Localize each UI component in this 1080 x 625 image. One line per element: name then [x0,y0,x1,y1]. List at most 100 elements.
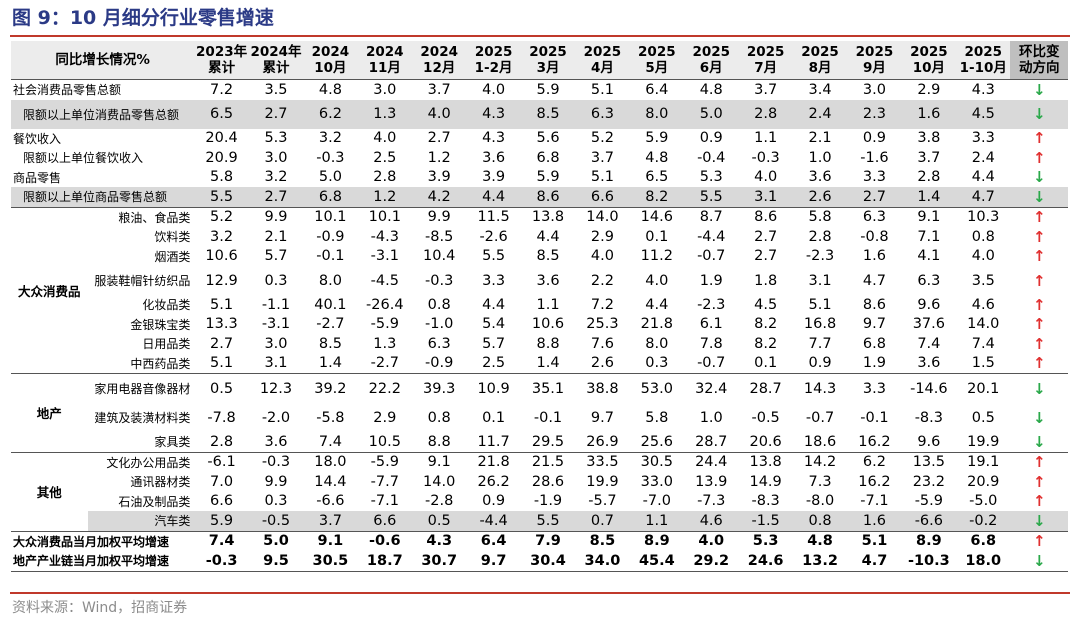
header-label: 同比增长情况% [11,41,195,80]
table-cell: 1.1 [629,511,685,531]
trend-down-icon: ↓ [1032,168,1046,187]
bottom-rule [10,592,1070,594]
table-cell: 20.9 [967,473,1000,490]
table-cell: 6.3 [575,99,630,129]
table-cell: -8.3 [914,409,943,426]
table-cell: 1.0 [808,149,832,166]
table-cell: 2.4 [792,99,848,129]
table-cell: 14.9 [749,473,782,490]
table-cell: 4.8 [318,81,342,98]
table-cell: 4.3 [971,81,995,98]
table-cell: 5.0 [318,169,342,186]
retail-growth-table: 同比增长情况% 2023年 累计 2024年 累计 2024 10月 2024 11月 … [11,41,1068,572]
table-cell: 6.3 [847,206,902,227]
table-cell: 4.4 [645,296,669,313]
table-cell: 4.3 [412,530,467,551]
table-cell: 3.8 [917,130,941,147]
table-cell: 3.5 [264,81,288,98]
table-row: 烟酒类 10.6 5.7 -0.1 -3.1 10.4 5.5 8.5 4.0 11.2 -0.7 2… [11,247,1068,267]
table-row: 化妆品类 5.1 -1.1 40.1 -26.4 0.8 4.4 1.1 7.2 4.4 -2.3 4… [11,295,1068,315]
table-cell: 6.8 [862,335,886,352]
table-cell: 4.7 [847,551,902,572]
header-cell: 2025 9月 [847,41,902,80]
table-cell: 7.3 [808,473,832,490]
table-row: 服装鞋帽针纺织品 12.9 0.3 8.0 -4.5 -0.3 3.3 3.6 2.2 4.0 1.… [11,266,1068,295]
table-cell: 6.4 [466,530,521,551]
table-cell: -5.0 [969,493,998,510]
table-cell: 8.6 [862,296,886,313]
table-cell: -6.6 [316,493,345,510]
table-cell: 3.3 [847,373,902,403]
table-cell: 0.3 [645,355,669,372]
table-cell: 0.5 [194,373,249,403]
table-cell: 18.6 [803,433,837,450]
table-cell: 8.7 [684,206,739,227]
table-cell: 1.5 [971,355,995,372]
table-row: 石油及制品类 6.6 0.3 -6.6 -7.1 -2.8 0.9 -1.9 -5.7 -7.0 -… [11,492,1068,512]
table-cell: 2.6 [792,187,848,207]
table-cell: 3.0 [264,149,288,166]
table-cell: 5.1 [210,355,234,372]
table-cell: 9.1 [901,206,957,227]
table-cell: -0.5 [248,511,304,531]
table-cell: -1.0 [425,316,454,333]
table-cell: 0.1 [482,409,506,426]
table-cell: 12.9 [205,272,238,289]
table-cell: 5.1 [808,296,832,313]
trend-up-icon: ↑ [1032,472,1046,491]
table-row: 通讯器材类 7.0 9.9 14.4 -7.7 14.0 26.2 28.6 19.9 33.0 1… [11,472,1068,492]
table-cell: 18.0 [303,451,358,472]
table-cell: 2.2 [590,272,614,289]
table-cell: 0.3 [264,272,288,289]
table-cell: 4.8 [645,149,669,166]
table-cell: 6.3 [427,335,451,352]
table-cell: 3.0 [264,335,288,352]
table-cell: 9.6 [917,433,941,450]
table-cell: 9.5 [248,551,304,572]
header-cell: 2024年 累计 [248,41,304,80]
table-cell: 4.8 [699,81,723,98]
table-cell: 25.3 [586,316,619,333]
table-header: 同比增长情况% 2023年 累计 2024年 累计 2024 10月 2024 11月 … [11,41,1068,80]
table-cell: -0.1 [860,409,889,426]
table-cell: 14.0 [967,316,1000,333]
table-cell: 6.5 [194,99,249,129]
table-cell: 9.1 [303,530,358,551]
table-cell: 3.6 [264,433,288,450]
table-cell: 8.0 [629,99,685,129]
group-label: 其他 [11,451,88,531]
table-cell: 9.7 [466,551,521,572]
header-cell: 2025 7月 [738,41,793,80]
table-cell: 40.1 [314,296,347,313]
table-cell: 0.1 [645,228,669,245]
table-cell: 10.1 [357,206,412,227]
table-cell: 2.9 [917,81,941,98]
table-cell: -14.6 [901,373,957,403]
table-cell: 4.0 [482,81,506,98]
row-label: 服装鞋帽针纺织品 [94,274,191,288]
table-cell: 8.8 [536,335,560,352]
table-cell: 7.1 [917,228,941,245]
table-cell: 10.9 [466,373,521,403]
table-cell: 3.4 [808,81,832,98]
table-cell: 1.4 [318,355,342,372]
table-cell: -2.3 [805,248,835,265]
trend-up-icon: ↑ [1032,148,1046,167]
table-cell: 2.9 [590,228,614,245]
trend-down-icon: ↓ [1010,373,1068,403]
table-cell: 3.1 [264,355,288,372]
table-cell: 2.4 [971,149,995,166]
table-row: 汽车类 5.9 -0.5 3.7 6.6 0.5 -4.4 5.5 0.7 1.1 4.6 -1.5 0… [11,511,1068,531]
table-cell: 20.9 [205,149,238,166]
trend-up-icon: ↑ [1032,315,1046,334]
table-cell: -2.8 [425,493,454,510]
table-cell: 3.7 [427,81,451,98]
table-cell: 7.8 [699,335,723,352]
table-cell: 3.2 [318,130,342,147]
table-cell: -4.4 [697,228,726,245]
table-cell: 8.0 [645,335,669,352]
table-cell: 9.9 [264,473,288,490]
table-cell: 3.5 [971,272,995,289]
table-cell: 10.3 [956,206,1011,227]
table-cell: -4.4 [466,511,521,531]
